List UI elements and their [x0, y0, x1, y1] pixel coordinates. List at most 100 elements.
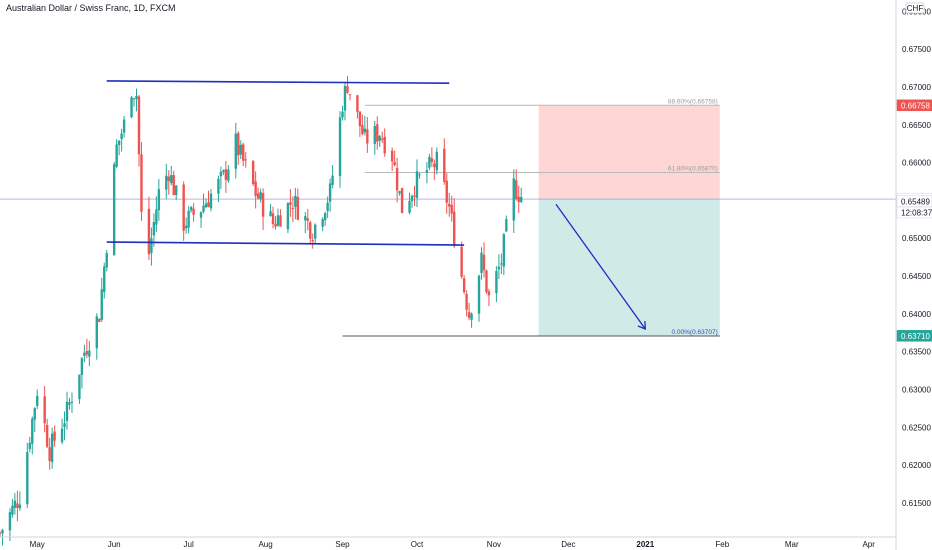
candle-body [306, 218, 309, 221]
y-tick-label: 0.64000 [902, 310, 931, 319]
candle-body [515, 180, 518, 199]
candle-body [470, 313, 473, 320]
candle-body [378, 136, 381, 141]
candle-body [80, 358, 84, 375]
candle-body [460, 246, 463, 277]
candle-body [227, 169, 230, 181]
x-tick-label: May [30, 540, 45, 549]
price-label: 0.66758 [901, 101, 930, 110]
candle-body [291, 207, 295, 209]
x-tick-label: Feb [715, 540, 729, 549]
x-tick-label: Apr [862, 540, 875, 549]
candle-body [259, 192, 262, 200]
candle-body [480, 252, 483, 273]
candle-body [381, 138, 384, 140]
candle-body [462, 278, 466, 293]
candle-body [445, 180, 448, 203]
candle-body [311, 240, 314, 242]
fib-level-label: 88.60%(0.66758) [668, 98, 718, 105]
candle-body [443, 148, 446, 182]
candle-body [28, 442, 31, 450]
candle-body [356, 95, 359, 112]
candle-body [517, 196, 520, 203]
candle-body [366, 129, 369, 144]
candle-body [398, 191, 401, 194]
candle-body [175, 185, 178, 195]
candle-body [103, 266, 106, 292]
candle-body [157, 189, 161, 211]
candle-body [172, 175, 175, 196]
candle-body [276, 215, 280, 226]
candle-body [453, 211, 456, 247]
arrow-head [637, 320, 647, 330]
candle-body [11, 505, 14, 515]
candle-body [65, 401, 69, 421]
candle-body [361, 124, 364, 135]
candle-body [140, 154, 143, 212]
candle-body [328, 183, 332, 202]
candle-body [68, 402, 71, 405]
candle-body [341, 111, 344, 118]
candle-body [376, 124, 379, 142]
y-tick-label: 0.62500 [902, 423, 931, 432]
fib-level-label: 61.80%(0.65870) [668, 165, 718, 172]
candle-body [477, 275, 481, 314]
candle-body [433, 163, 436, 168]
candle-body [242, 144, 245, 161]
candle-body [95, 316, 98, 349]
y-tick-label: 0.66000 [902, 159, 931, 168]
candle-body [428, 156, 431, 168]
candle-body [269, 211, 272, 217]
candle-body [271, 213, 275, 225]
candle-body [274, 223, 277, 227]
candle-body [117, 140, 121, 145]
candle-body [343, 85, 347, 111]
candle-body [430, 158, 434, 163]
candle-body [85, 351, 89, 355]
candles-group [0, 75, 523, 546]
candle-body [78, 374, 81, 400]
currency-box [905, 2, 925, 14]
candle-body [43, 396, 46, 424]
candle-body [467, 312, 471, 318]
candle-body [395, 167, 399, 191]
candle-body [309, 222, 312, 239]
candle-body [18, 504, 22, 509]
x-tick-label: Aug [258, 540, 272, 549]
x-tick-label: Nov [487, 540, 501, 549]
candle-body [500, 263, 503, 265]
candle-body [413, 195, 416, 197]
candle-body [502, 234, 506, 267]
y-tick-label: 0.67500 [902, 45, 931, 54]
x-tick-label: Mar [785, 540, 799, 549]
candle-body [48, 447, 51, 461]
candle-body [487, 291, 491, 296]
candle-body [256, 193, 260, 199]
candle-body [495, 270, 498, 294]
candle-body [244, 159, 247, 161]
candle-body [115, 144, 118, 167]
candle-body [33, 408, 36, 420]
candle-body [36, 395, 39, 406]
candle-body [505, 219, 508, 232]
x-tick-label: 2021 [636, 540, 654, 549]
candle-body [217, 178, 220, 194]
candle-body [13, 500, 17, 508]
candle-body [182, 184, 185, 231]
candle-body [204, 203, 208, 208]
fib-level-label: 0.00%(0.63707) [672, 329, 718, 336]
candle-body [31, 418, 34, 444]
candle-body [237, 133, 240, 156]
candle-body [167, 176, 170, 181]
candle-body [165, 175, 168, 190]
candle-body [314, 224, 317, 239]
candle-body [279, 215, 282, 227]
candle-body [120, 133, 123, 140]
candle-body [130, 97, 133, 118]
candle-body [410, 195, 414, 202]
candle-body [346, 86, 349, 93]
candle-body [137, 96, 141, 155]
candle-body [393, 161, 396, 166]
candle-body [390, 150, 394, 162]
